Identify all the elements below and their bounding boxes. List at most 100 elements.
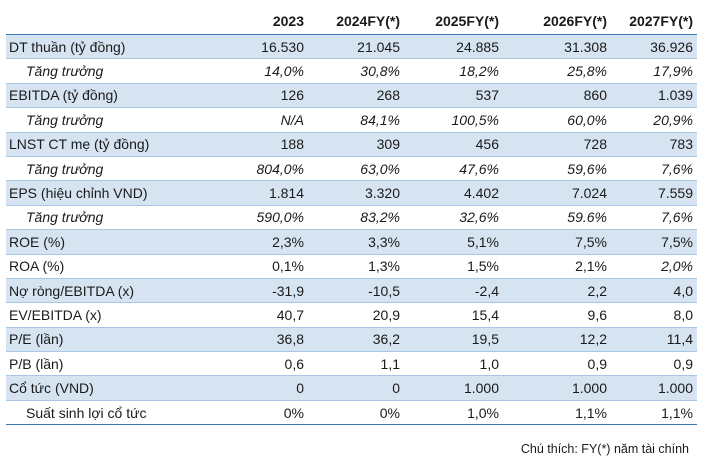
table-cell: 1,3% (308, 254, 404, 279)
table-cell: 20,9% (611, 107, 697, 133)
table-cell: -2,4 (404, 278, 503, 304)
table-cell: 1.000 (611, 375, 697, 401)
table-cell: 2,0% (611, 254, 697, 279)
table-cell: 21.045 (308, 34, 404, 60)
table-row-roa: ROA (%) 0,1% 1,3% 1,5% 2,1% 2,0% (6, 254, 697, 279)
table-row-ebitda: EBITDA (tỷ đồng) 126 268 537 860 1.039 (6, 83, 697, 109)
table-cell: 15,4 (404, 302, 503, 328)
row-label: Nợ ròng/EBITDA (x) (6, 278, 232, 304)
table-cell: 5,1% (404, 229, 503, 255)
header-label-cell (6, 8, 232, 35)
table-cell: 12,2 (503, 327, 611, 353)
table-cell: 860 (503, 83, 611, 109)
row-label: EPS (hiệu chỉnh VND) (6, 180, 232, 206)
table-cell: 268 (308, 83, 404, 109)
table-cell: 83,2% (308, 205, 404, 231)
table-row-net-revenue: DT thuần (tỷ đồng) 16.530 21.045 24.885 … (6, 34, 697, 60)
row-label: Tăng trưởng (6, 58, 232, 84)
table-row-eps-growth: Tăng trưởng 590,0% 83,2% 32,6% 59.6% 7,6… (6, 205, 697, 231)
table-cell: -10,5 (308, 278, 404, 304)
table-cell: 59,6% (503, 156, 611, 182)
table-cell: 19,5 (404, 327, 503, 353)
table-cell: 0,9 (503, 351, 611, 377)
table-cell: 590,0% (232, 205, 308, 231)
table-cell: 537 (404, 83, 503, 109)
table-cell: 728 (503, 132, 611, 157)
table-row-profit-growth: Tăng trưởng 804,0% 63,0% 47,6% 59,6% 7,6… (6, 156, 697, 182)
row-label: P/B (lần) (6, 351, 232, 377)
table-cell: 18,2% (404, 58, 503, 84)
table-cell: 9,6 (503, 302, 611, 328)
table-cell: 1.814 (232, 180, 308, 206)
table-cell: 8,0 (611, 302, 697, 328)
table-cell: 0% (308, 400, 404, 426)
table-cell: 47,6% (404, 156, 503, 182)
table-cell: 0 (232, 375, 308, 401)
row-label: Tăng trưởng (6, 156, 232, 182)
table-cell: 309 (308, 132, 404, 157)
table-cell: 126 (232, 83, 308, 109)
row-label: P/E (lần) (6, 327, 232, 353)
row-label: Suất sinh lợi cổ tức (6, 400, 232, 426)
footnote: Chú thích: FY(*) năm tài chính (520, 442, 689, 456)
table-cell: 0 (308, 375, 404, 401)
table-row-net-profit: LNST CT mẹ (tỷ đồng) 188 309 456 728 783 (6, 132, 697, 157)
table-cell: 2,1% (503, 254, 611, 279)
table-cell: 1,0% (404, 400, 503, 426)
table-cell: 7,5% (611, 229, 697, 255)
table-cell: 0,9 (611, 351, 697, 377)
header-year-2023: 2023 (232, 8, 308, 35)
table-cell: 188 (232, 132, 308, 157)
table-cell: 40,7 (232, 302, 308, 328)
header-year-2027: 2027FY(*) (611, 8, 697, 35)
table-cell: 1.000 (404, 375, 503, 401)
financial-forecast-table: 2023 2024FY(*) 2025FY(*) 2026FY(*) 2027F… (6, 8, 697, 426)
row-label: ROE (%) (6, 229, 232, 255)
table-row-revenue-growth: Tăng trưởng 14,0% 30,8% 18,2% 25,8% 17,9… (6, 58, 697, 84)
table-cell: 7.559 (611, 180, 697, 206)
table-cell: -31,9 (232, 278, 308, 304)
table-cell: 0,6 (232, 351, 308, 377)
table-cell: 1,0 (404, 351, 503, 377)
table-row-pb: P/B (lần) 0,6 1,1 1,0 0,9 0,9 (6, 351, 697, 377)
table-cell: 1.000 (503, 375, 611, 401)
table-cell: 0,1% (232, 254, 308, 279)
header-row: 2023 2024FY(*) 2025FY(*) 2026FY(*) 2027F… (6, 8, 697, 35)
table-cell: 7.024 (503, 180, 611, 206)
table-cell: 14,0% (232, 58, 308, 84)
table-cell: 60,0% (503, 107, 611, 133)
table-cell: 32,6% (404, 205, 503, 231)
table-cell: 1,1 (308, 351, 404, 377)
table-cell: 2,3% (232, 229, 308, 255)
table-cell: 2,2 (503, 278, 611, 304)
header-year-2026: 2026FY(*) (503, 8, 611, 35)
table-cell: 1,1% (611, 400, 697, 426)
row-label: LNST CT mẹ (tỷ đồng) (6, 132, 232, 157)
row-label: Tăng trưởng (6, 107, 232, 133)
row-label: Tăng trưởng (6, 205, 232, 231)
table-cell: 3.320 (308, 180, 404, 206)
row-label: EBITDA (tỷ đồng) (6, 83, 232, 109)
table-row-roe: ROE (%) 2,3% 3,3% 5,1% 7,5% 7,5% (6, 229, 697, 255)
table-cell: 84,1% (308, 107, 404, 133)
table-row-eps: EPS (hiệu chỉnh VND) 1.814 3.320 4.402 7… (6, 180, 697, 206)
table-cell: 783 (611, 132, 697, 157)
table-cell: 30,8% (308, 58, 404, 84)
financial-forecast-table-container: 2023 2024FY(*) 2025FY(*) 2026FY(*) 2027F… (6, 8, 697, 426)
table-cell: 31.308 (503, 34, 611, 60)
row-label: ROA (%) (6, 254, 232, 279)
table-cell: 456 (404, 132, 503, 157)
table-cell: 1.039 (611, 83, 697, 109)
row-label: Cổ tức (VND) (6, 375, 232, 401)
table-row-dividend-yield: Suất sinh lợi cổ tức 0% 0% 1,0% 1,1% 1,1… (6, 400, 697, 426)
table-cell: 3,3% (308, 229, 404, 255)
table-cell: 0% (232, 400, 308, 426)
header-year-2024: 2024FY(*) (308, 8, 404, 35)
table-row-net-debt-ebitda: Nợ ròng/EBITDA (x) -31,9 -10,5 -2,4 2,2 … (6, 278, 697, 304)
table-cell: 804,0% (232, 156, 308, 182)
header-year-2025: 2025FY(*) (404, 8, 503, 35)
table-cell: 16.530 (232, 34, 308, 60)
table-row-pe: P/E (lần) 36,8 36,2 19,5 12,2 11,4 (6, 327, 697, 353)
row-label: EV/EBITDA (x) (6, 302, 232, 328)
table-cell: 1,1% (503, 400, 611, 426)
